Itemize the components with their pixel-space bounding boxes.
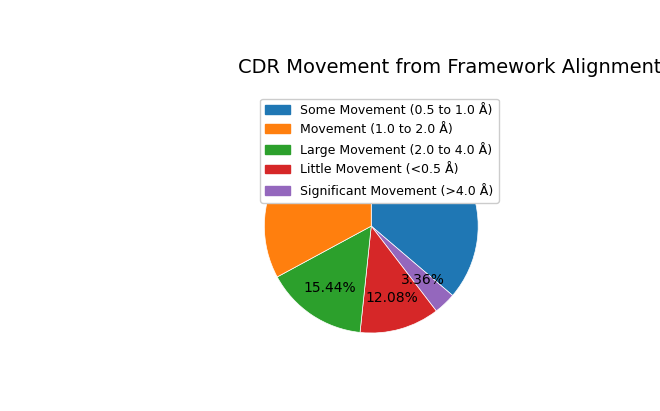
Wedge shape <box>277 226 371 332</box>
Wedge shape <box>371 119 478 296</box>
Text: 12.08%: 12.08% <box>365 291 418 305</box>
Wedge shape <box>371 226 453 311</box>
Wedge shape <box>264 119 372 277</box>
Legend: Some Movement (0.5 to 1.0 Å), Movement (1.0 to 2.0 Å), Large Movement (2.0 to 4.: Some Movement (0.5 to 1.0 Å), Movement (… <box>261 99 499 203</box>
Text: 15.44%: 15.44% <box>304 281 356 295</box>
Text: 32.89%: 32.89% <box>280 181 333 195</box>
Text: 3.36%: 3.36% <box>401 273 445 287</box>
Wedge shape <box>360 226 436 333</box>
Text: CDR Movement from Framework Alignment: CDR Movement from Framework Alignment <box>238 58 660 77</box>
Text: 36.24%: 36.24% <box>413 188 465 202</box>
